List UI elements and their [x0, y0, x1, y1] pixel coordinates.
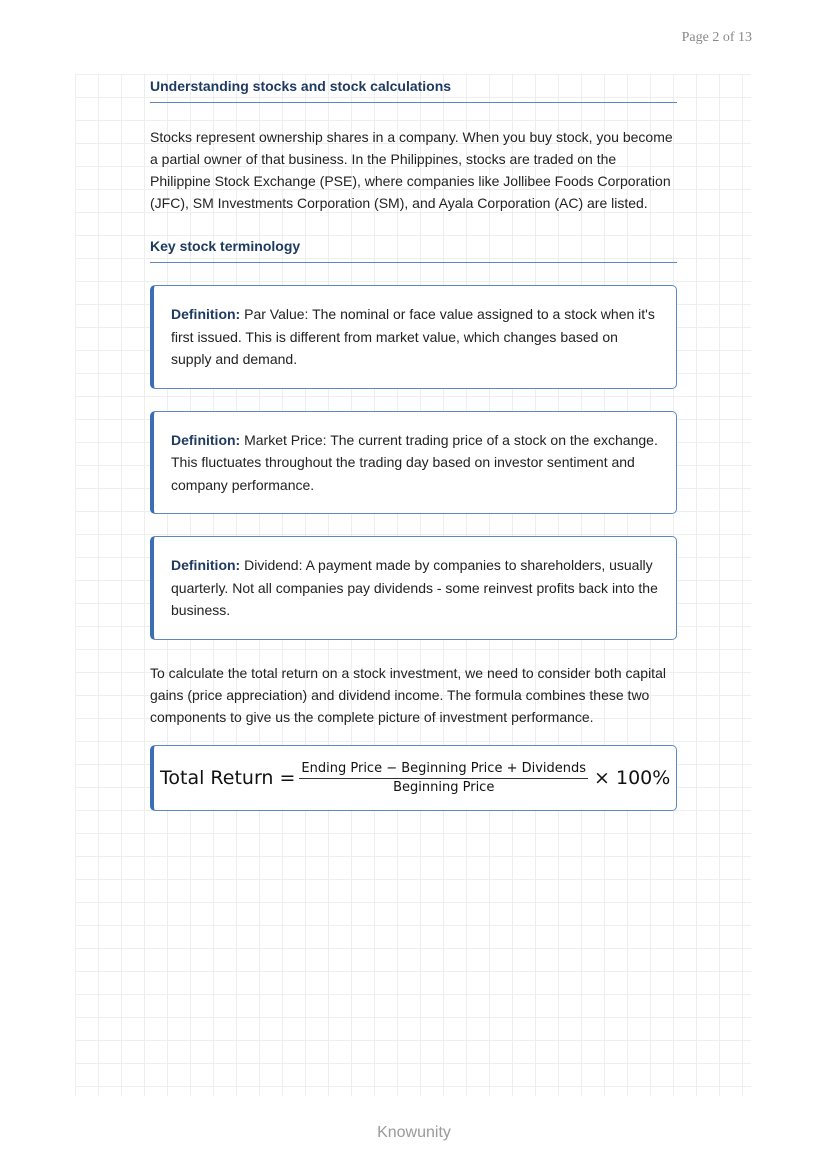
definition-box-dividend: Definition: Dividend: A payment made by …: [150, 536, 677, 640]
formula-numerator: Ending Price − Beginning Price + Dividen…: [299, 761, 589, 779]
definition-box-par-value: Definition: Par Value: The nominal or fa…: [150, 285, 677, 389]
definition-text: Par Value: The nominal or face value ass…: [171, 306, 655, 367]
formula-fraction: Ending Price − Beginning Price + Dividen…: [299, 761, 589, 795]
definition-box-market-price: Definition: Market Price: The current tr…: [150, 410, 677, 514]
definition-text: Market Price: The current trading price …: [171, 431, 658, 493]
definition-label: Definition:: [171, 557, 241, 573]
definition-label: Definition:: [171, 431, 241, 448]
intro-paragraph: Stocks represent ownership shares in a c…: [150, 129, 673, 211]
formula-box: Total Return = Ending Price − Beginning …: [150, 744, 677, 811]
explanation-paragraph: To calculate the total return on a stock…: [150, 664, 666, 725]
document-content: Understanding stocks and stock calculati…: [150, 76, 677, 811]
definition-label: Definition:: [171, 306, 241, 322]
formula-denominator: Beginning Price: [393, 779, 495, 795]
definition-text: Dividend: A payment made by companies to…: [171, 557, 658, 618]
page-indicator: Page 2 of 13: [681, 30, 752, 45]
formula-rhs: × 100%: [594, 766, 671, 789]
formula-lhs: Total Return =: [160, 766, 296, 789]
footer-brand: Knowunity: [377, 1124, 451, 1141]
section-title: Understanding stocks and stock calculati…: [150, 76, 677, 103]
subheading: Key stock terminology: [150, 236, 677, 263]
